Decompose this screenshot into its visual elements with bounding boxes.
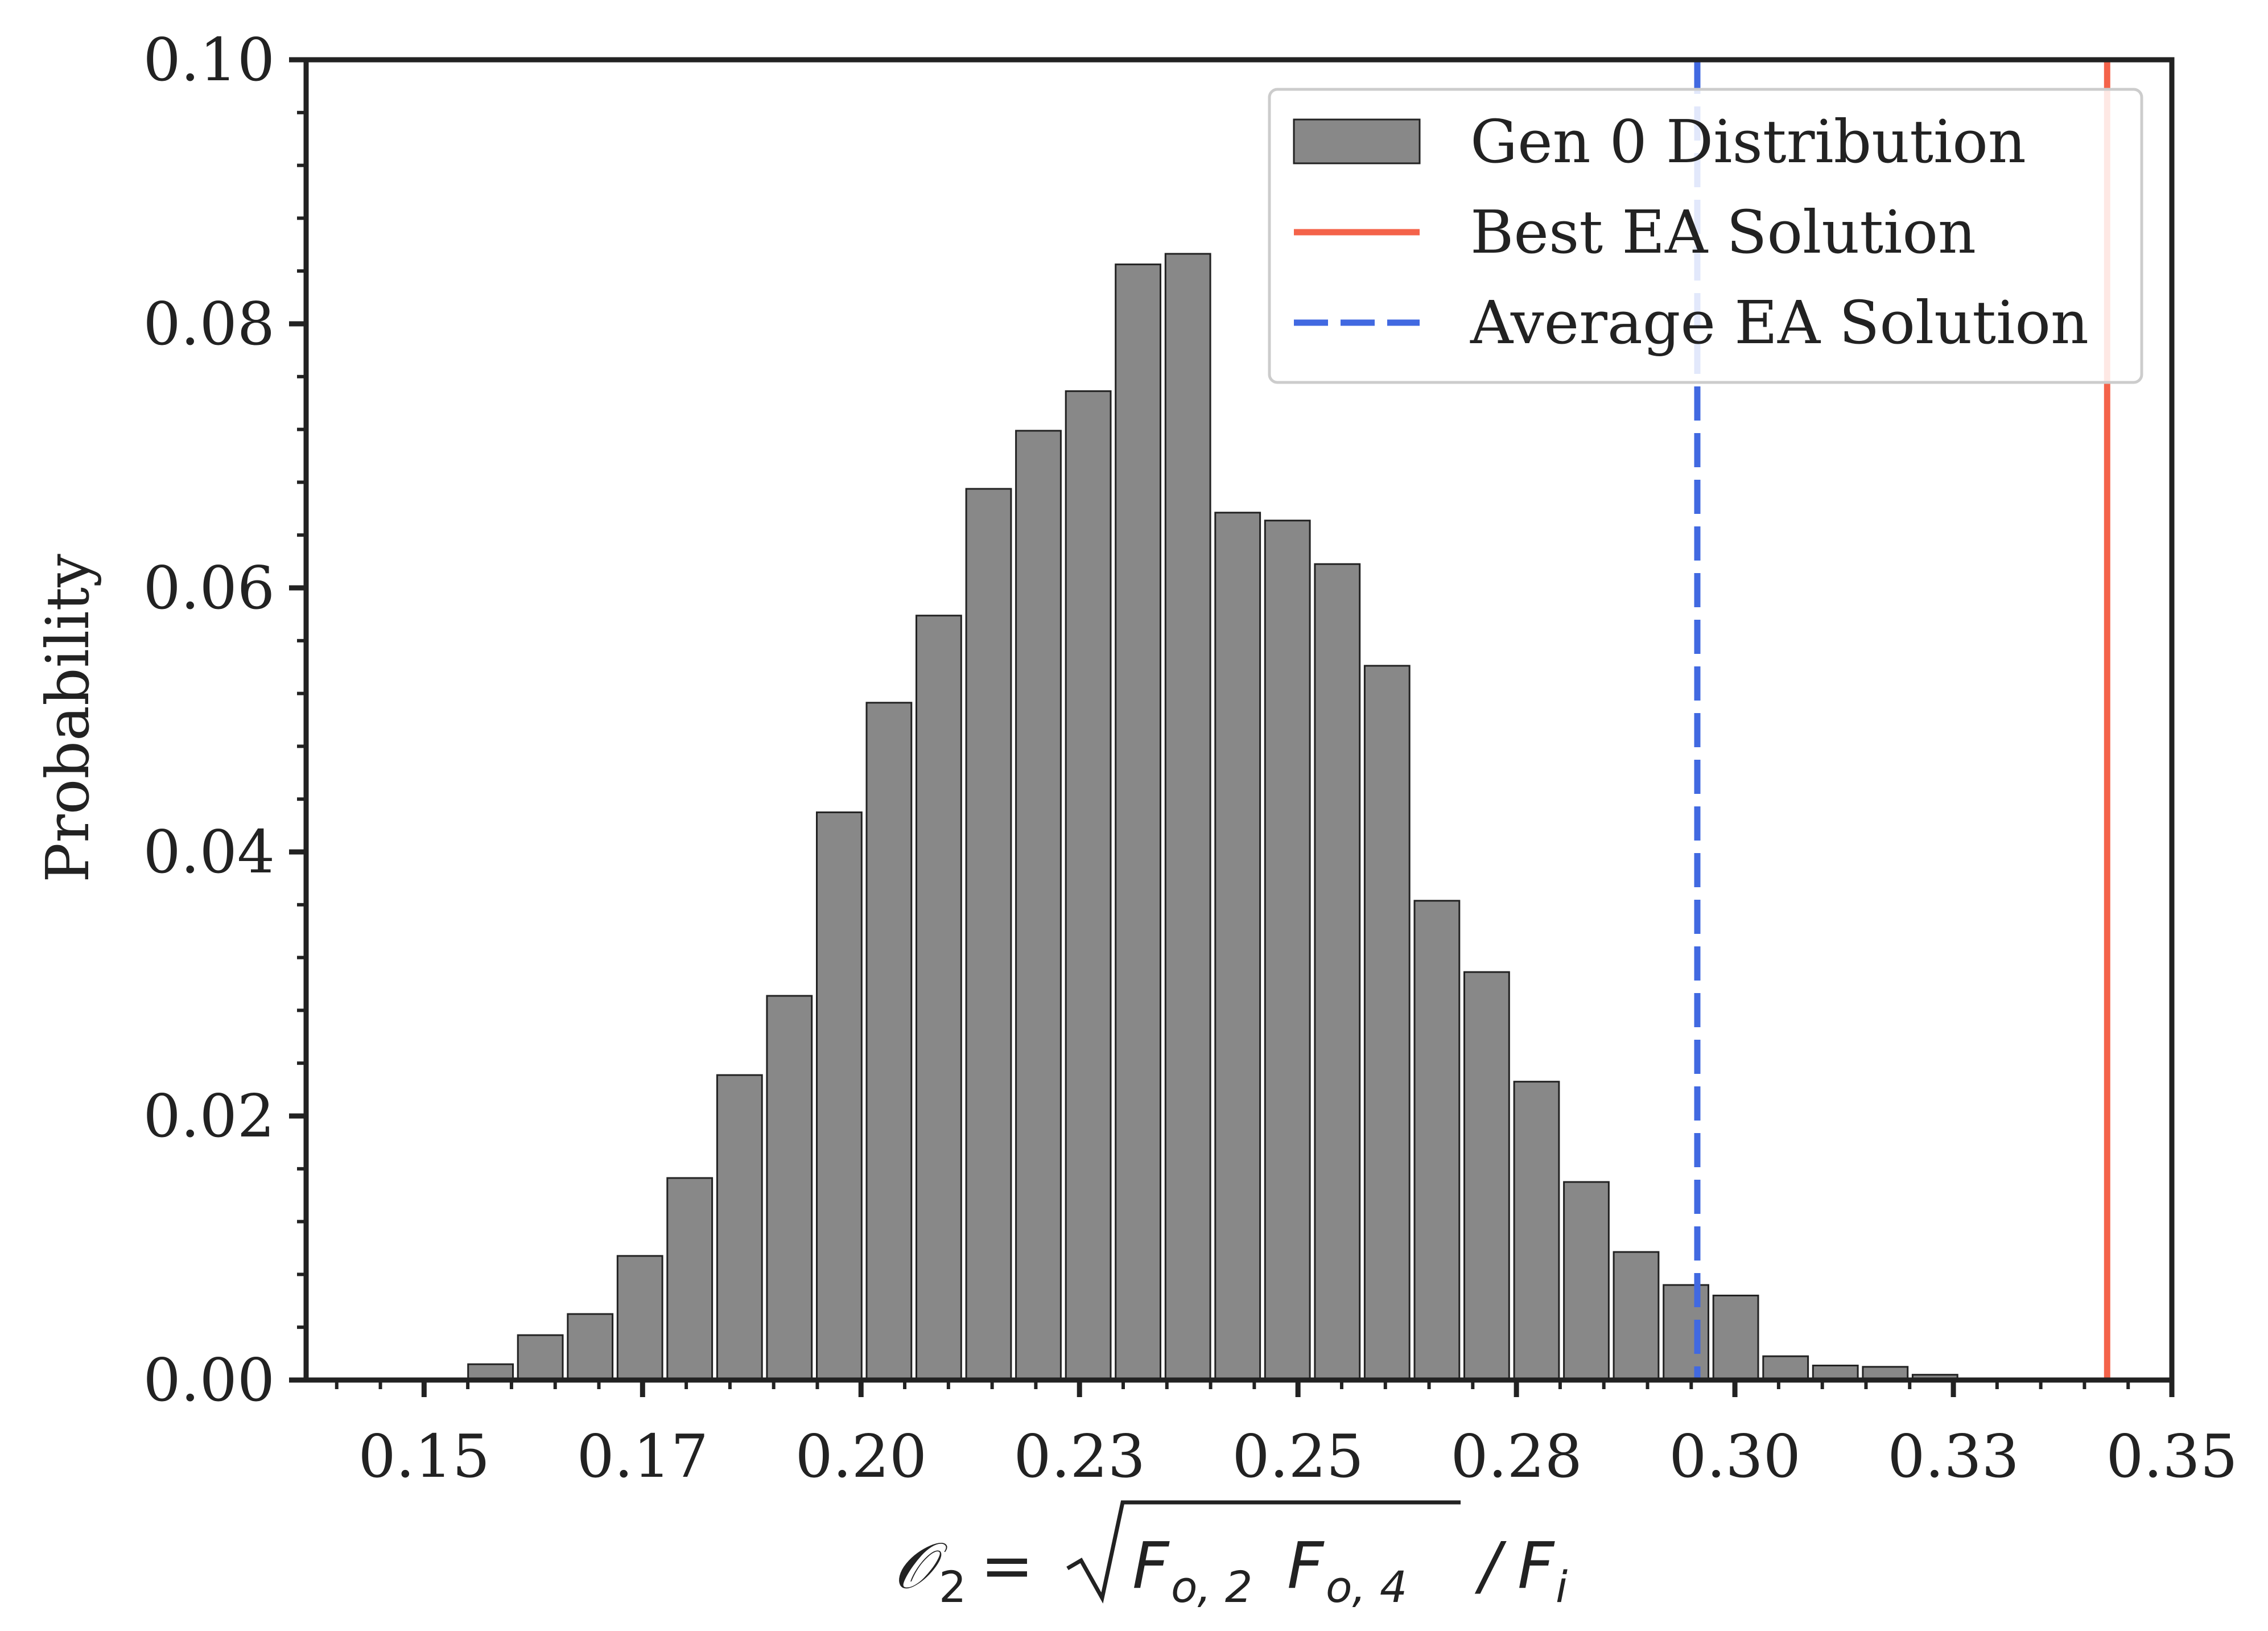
x-tick-label: 0.30 <box>1669 1422 1801 1491</box>
legend-swatch-gen0 <box>1293 118 1421 164</box>
histogram-bar <box>1264 520 1311 1381</box>
histogram-bar <box>766 995 813 1381</box>
y-tick-label: 0.02 <box>143 1081 275 1151</box>
histogram-bar <box>916 615 962 1381</box>
x-axis-ticks: 0.15 0.17 0.20 0.23 0.25 0.28 0.30 0.33 0.35 <box>335 1380 2238 1491</box>
histogram-bar <box>616 1255 663 1381</box>
y-axis-ticks: 0.00 0.02 0.04 0.06 0.08 0.10 <box>143 25 306 1415</box>
x-label-slash: / <box>1474 1529 1507 1603</box>
x-tick-label: 0.28 <box>1450 1422 1582 1491</box>
axes <box>303 57 2175 1383</box>
x-tick-label: 0.25 <box>1232 1422 1364 1491</box>
histogram-bars <box>467 253 1958 1381</box>
histogram-bar <box>1363 665 1411 1381</box>
x-tick-label: 0.23 <box>1013 1422 1145 1491</box>
histogram-bar <box>1214 512 1261 1381</box>
y-tick-label: 0.10 <box>143 25 275 94</box>
plot-frame <box>303 57 2175 1383</box>
x-label-factor-1-subscript: o, 2 <box>1171 1562 1252 1612</box>
legend-label-average: Average EA Solution <box>1470 288 2089 357</box>
legend-label-gen0: Gen 0 Distribution <box>1470 107 2026 176</box>
histogram-bar <box>567 1313 614 1381</box>
sqrt-sign-icon <box>1066 1500 1461 1604</box>
histogram-bar <box>1413 900 1461 1381</box>
x-label-symbol-subscript: 2 <box>939 1562 966 1612</box>
x-axis-label: 𝒪 2 = F o, 2 F o, 4 / F i <box>893 1500 1568 1612</box>
x-label-denominator: F <box>1518 1529 1555 1603</box>
y-tick-label: 0.08 <box>143 289 275 359</box>
x-label-denominator-subscript: i <box>1556 1562 1568 1612</box>
histogram-bar <box>1663 1284 1709 1381</box>
x-tick-label: 0.33 <box>1887 1422 2019 1491</box>
x-tick-label: 0.15 <box>358 1422 490 1491</box>
x-label-factor-1: F <box>1132 1529 1170 1603</box>
y-tick-label: 0.04 <box>143 817 275 887</box>
histogram-bar <box>965 488 1012 1381</box>
histogram-bar <box>517 1334 564 1381</box>
histogram-bar <box>1115 263 1161 1381</box>
y-axis-label: Probability <box>33 554 102 883</box>
legend-label-best: Best EA Solution <box>1470 197 1976 267</box>
x-label-equals: = <box>980 1529 1034 1603</box>
histogram-bar <box>1712 1295 1759 1381</box>
legend-frame <box>1268 88 2143 384</box>
x-tick-label: 0.17 <box>577 1422 709 1491</box>
histogram-bar <box>1563 1181 1610 1381</box>
histogram-bar <box>1463 971 1510 1381</box>
histogram-bar <box>1762 1355 1809 1381</box>
y-tick-label: 0.00 <box>143 1345 275 1415</box>
x-label-factor-2: F <box>1287 1529 1325 1603</box>
y-tick-label: 0.06 <box>143 553 275 623</box>
x-label-factor-2-subscript: o, 4 <box>1326 1562 1407 1612</box>
histogram-bar <box>1015 430 1062 1381</box>
histogram-bar <box>666 1177 714 1381</box>
x-tick-label: 0.35 <box>2106 1422 2238 1491</box>
histogram-bar <box>716 1074 763 1381</box>
histogram-bar <box>865 702 913 1381</box>
histogram-bar <box>1065 390 1112 1381</box>
histogram-bar <box>1164 253 1211 1381</box>
legend: Gen 0 Distribution Best EA Solution Aver… <box>1268 88 2143 384</box>
histogram-bar <box>1314 563 1361 1381</box>
x-tick-label: 0.20 <box>795 1422 927 1491</box>
histogram-bar <box>1513 1081 1560 1381</box>
histogram-bar <box>1613 1251 1660 1381</box>
histogram-bar <box>816 811 863 1381</box>
